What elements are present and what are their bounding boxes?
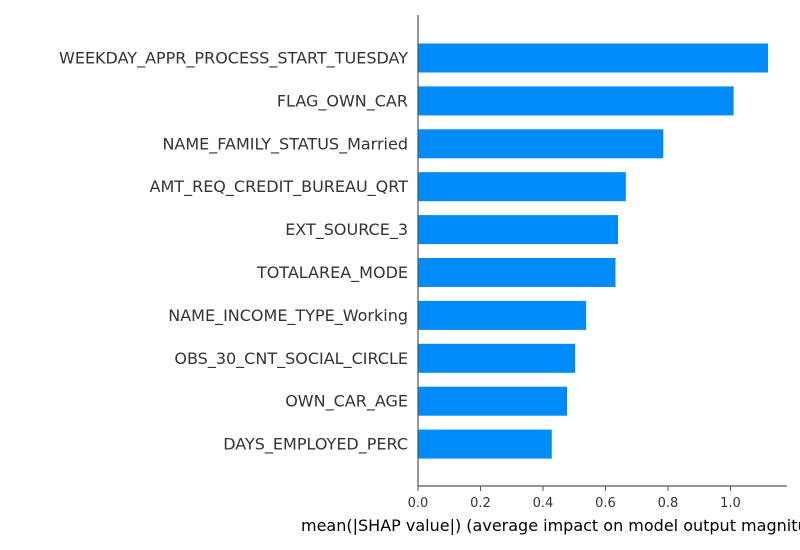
x-tick-label: 0.2 xyxy=(470,496,491,511)
x-tick-label: 0.4 xyxy=(533,496,554,511)
x-axis-title: mean(|SHAP value|) (average impact on mo… xyxy=(301,516,800,535)
bar xyxy=(418,386,568,416)
bar xyxy=(418,300,587,330)
x-tick-label: 1.0 xyxy=(720,496,741,511)
category-label: OBS_30_CNT_SOCIAL_CIRCLE xyxy=(174,349,408,369)
bar xyxy=(418,43,768,73)
bar xyxy=(418,86,734,116)
bar xyxy=(418,215,618,245)
category-label: NAME_INCOME_TYPE_Working xyxy=(168,306,408,326)
bars-group xyxy=(418,43,768,459)
category-label: OWN_CAR_AGE xyxy=(285,392,408,412)
category-label: TOTALAREA_MODE xyxy=(256,263,408,283)
bar xyxy=(418,343,576,373)
bar xyxy=(418,129,664,159)
category-labels: WEEKDAY_APPR_PROCESS_START_TUESDAY FLAG_O… xyxy=(59,49,408,455)
x-tick-label: 0.6 xyxy=(595,496,616,511)
category-label: DAYS_EMPLOYED_PERC xyxy=(223,435,408,455)
category-label: NAME_FAMILY_STATUS_Married xyxy=(162,134,408,154)
x-tick-label: 0.0 xyxy=(408,496,429,511)
category-label: AMT_REQ_CREDIT_BUREAU_QRT xyxy=(150,177,409,197)
bar xyxy=(418,429,552,459)
category-label: EXT_SOURCE_3 xyxy=(285,220,408,240)
category-label: WEEKDAY_APPR_PROCESS_START_TUESDAY xyxy=(59,49,408,69)
x-axis: 0.0 0.2 0.4 0.6 0.8 1.0 xyxy=(408,485,787,511)
category-label: FLAG_OWN_CAR xyxy=(277,91,408,111)
x-tick-label: 0.8 xyxy=(658,496,679,511)
bar xyxy=(418,258,616,287)
bar xyxy=(418,172,626,202)
